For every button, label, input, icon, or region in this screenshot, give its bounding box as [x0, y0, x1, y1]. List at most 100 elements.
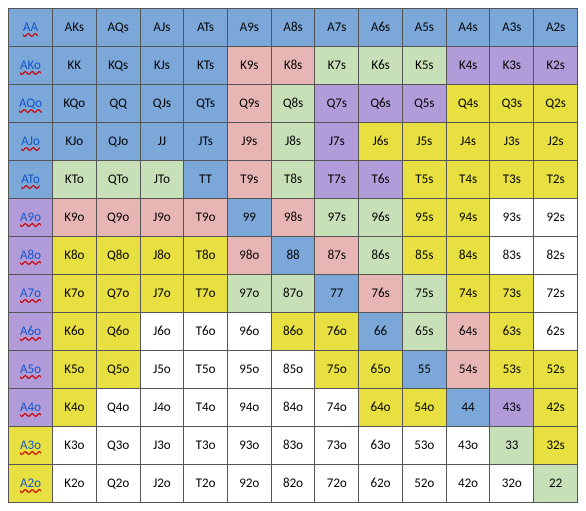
range-cell: K5o — [52, 351, 96, 389]
range-cell: A5s — [402, 9, 446, 47]
range-cell: JJ — [140, 123, 184, 161]
range-cell: KQs — [96, 47, 140, 85]
range-cell: T4s — [446, 161, 490, 199]
range-cell: T8o — [184, 237, 228, 275]
range-cell: T5o — [184, 351, 228, 389]
range-cell: Q3o — [96, 427, 140, 465]
range-cell: Q6o — [96, 313, 140, 351]
range-cell: TT — [184, 161, 228, 199]
range-cell: 93s — [490, 199, 534, 237]
range-cell: J4s — [446, 123, 490, 161]
range-cell: QJs — [140, 85, 184, 123]
range-cell: 98o — [227, 237, 271, 275]
range-cell: 97o — [227, 275, 271, 313]
range-cell: 95o — [227, 351, 271, 389]
range-cell: 33 — [490, 427, 534, 465]
range-cell: 93o — [227, 427, 271, 465]
range-cell: 65s — [402, 313, 446, 351]
range-cell: 96s — [359, 199, 403, 237]
range-cell: 62o — [359, 465, 403, 503]
range-cell: KTs — [184, 47, 228, 85]
range-cell: 52o — [402, 465, 446, 503]
range-cell: A9o — [9, 199, 53, 237]
range-cell: 82o — [271, 465, 315, 503]
range-cell: T6o — [184, 313, 228, 351]
range-cell: 55 — [402, 351, 446, 389]
range-cell: AKs — [52, 9, 96, 47]
range-cell: 92o — [227, 465, 271, 503]
range-cell: T5s — [402, 161, 446, 199]
range-cell: K6s — [359, 47, 403, 85]
range-cell: 72o — [315, 465, 359, 503]
range-cell: JTo — [140, 161, 184, 199]
range-cell: K4o — [52, 389, 96, 427]
range-cell: 43s — [490, 389, 534, 427]
range-cell: 53s — [490, 351, 534, 389]
range-cell: 43o — [446, 427, 490, 465]
range-cell: T2s — [534, 161, 578, 199]
range-cell: KJo — [52, 123, 96, 161]
range-cell: K7o — [52, 275, 96, 313]
range-cell: 65o — [359, 351, 403, 389]
range-cell: 85o — [271, 351, 315, 389]
range-cell: AQs — [96, 9, 140, 47]
range-cell: 88 — [271, 237, 315, 275]
range-cell: 99 — [227, 199, 271, 237]
range-cell: 63o — [359, 427, 403, 465]
range-cell: J8s — [271, 123, 315, 161]
range-cell: AKo — [9, 47, 53, 85]
range-cell: K8o — [52, 237, 96, 275]
range-cell: 64o — [359, 389, 403, 427]
range-cell: 76s — [359, 275, 403, 313]
range-cell: J7o — [140, 275, 184, 313]
range-cell: J5s — [402, 123, 446, 161]
range-cell: 83s — [490, 237, 534, 275]
range-cell: QJo — [96, 123, 140, 161]
range-cell: 75o — [315, 351, 359, 389]
range-cell: J4o — [140, 389, 184, 427]
range-cell: AJo — [9, 123, 53, 161]
range-cell: 94s — [446, 199, 490, 237]
range-cell: KQo — [52, 85, 96, 123]
range-cell: K4s — [446, 47, 490, 85]
range-cell: J7s — [315, 123, 359, 161]
range-cell: T7s — [315, 161, 359, 199]
range-cell: J6o — [140, 313, 184, 351]
range-cell: J2o — [140, 465, 184, 503]
range-cell: T8s — [271, 161, 315, 199]
range-cell: A6s — [359, 9, 403, 47]
range-cell: ATs — [184, 9, 228, 47]
range-cell: J3s — [490, 123, 534, 161]
range-cell: A6o — [9, 313, 53, 351]
range-cell: A5o — [9, 351, 53, 389]
range-cell: KK — [52, 47, 96, 85]
range-cell: A7o — [9, 275, 53, 313]
range-cell: 77 — [315, 275, 359, 313]
range-cell: KTo — [52, 161, 96, 199]
range-cell: 75s — [402, 275, 446, 313]
range-cell: QTo — [96, 161, 140, 199]
range-cell: 73o — [315, 427, 359, 465]
range-cell: Q7o — [96, 275, 140, 313]
range-cell: 54s — [446, 351, 490, 389]
range-cell: T6s — [359, 161, 403, 199]
range-cell: QQ — [96, 85, 140, 123]
range-cell: K6o — [52, 313, 96, 351]
range-cell: 73s — [490, 275, 534, 313]
range-cell: K3s — [490, 47, 534, 85]
poker-range-grid: AAAKsAQsAJsATsA9sA8sA7sA6sA5sA4sA3sA2sAK… — [8, 8, 578, 503]
range-cell: J5o — [140, 351, 184, 389]
range-cell: A4o — [9, 389, 53, 427]
range-cell: Q5o — [96, 351, 140, 389]
range-cell: A8s — [271, 9, 315, 47]
range-cell: 74o — [315, 389, 359, 427]
range-cell: Q4s — [446, 85, 490, 123]
range-cell: A7s — [315, 9, 359, 47]
range-cell: K9o — [52, 199, 96, 237]
range-cell: 54o — [402, 389, 446, 427]
range-cell: 44 — [446, 389, 490, 427]
range-cell: J2s — [534, 123, 578, 161]
range-cell: 32s — [534, 427, 578, 465]
range-cell: 92s — [534, 199, 578, 237]
range-cell: K5s — [402, 47, 446, 85]
